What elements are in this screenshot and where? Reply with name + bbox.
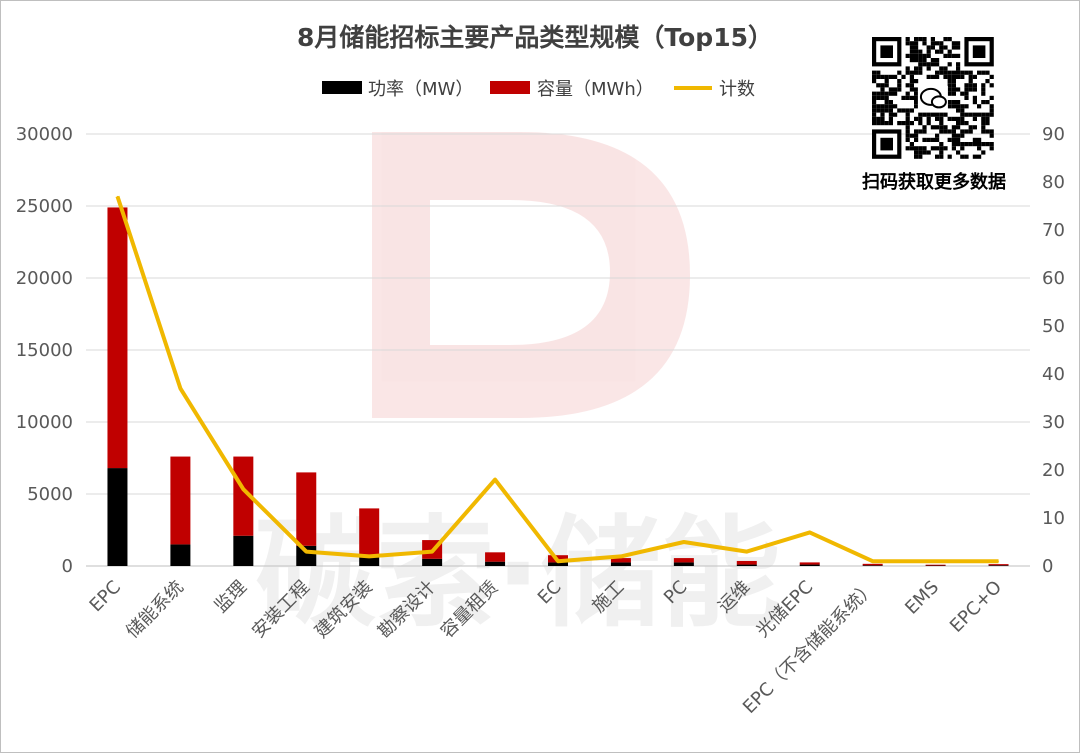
qr-modules <box>872 37 994 159</box>
count-point <box>305 551 307 553</box>
y-right-tick-label: 70 <box>1042 220 1065 241</box>
count-point <box>620 555 622 557</box>
count-point <box>746 551 748 553</box>
bar-capacity <box>610 558 631 563</box>
count-point <box>242 488 244 490</box>
legend-label-count: 计数 <box>719 79 755 100</box>
legend-label-capacity: 容量（MWh） <box>537 79 654 100</box>
bar-power <box>862 565 883 566</box>
legend-swatch-capacity <box>490 81 530 94</box>
bar-series <box>107 207 1009 566</box>
qr-caption: 扫码获取更多数据 <box>862 172 1006 193</box>
bar-capacity <box>107 207 128 469</box>
count-line-series <box>115 195 1000 564</box>
qr-finder <box>880 45 893 58</box>
count-point <box>557 560 559 562</box>
y-left-tick-label: 25000 <box>16 196 73 217</box>
bar-capacity <box>233 456 254 536</box>
y-left-tick-label: 30000 <box>16 124 73 145</box>
bar-power <box>610 562 631 566</box>
legend-swatch-power <box>322 81 362 94</box>
y-right-tick-label: 30 <box>1042 412 1065 433</box>
count-point <box>431 551 433 553</box>
y-left-tick-label: 0 <box>62 556 73 577</box>
count-point <box>683 541 685 543</box>
bar-power <box>548 562 568 566</box>
watermark-text: 碳索·储能 <box>255 505 781 644</box>
bar-capacity <box>485 552 506 562</box>
bar-power <box>107 468 128 566</box>
y-right-tick-label: 20 <box>1042 460 1065 481</box>
qr-finder <box>880 137 893 151</box>
y-right-tick-label: 0 <box>1042 556 1053 577</box>
bar-capacity <box>988 564 1009 566</box>
bar-power <box>170 544 191 566</box>
y-right-tick-label: 90 <box>1042 124 1065 145</box>
y-left-tick-label: 15000 <box>16 340 73 361</box>
qr-code <box>864 36 1004 160</box>
bar-capacity <box>296 472 317 546</box>
y-right-tick-label: 50 <box>1042 316 1065 337</box>
bar-capacity <box>359 508 380 558</box>
count-point <box>998 560 1000 562</box>
legend-label-power: 功率（MW） <box>368 79 473 100</box>
bar-power <box>422 558 443 566</box>
y-left-tick-label: 10000 <box>16 412 73 433</box>
y-right-tick-label: 60 <box>1042 268 1065 289</box>
y-left-tick-label: 5000 <box>27 484 73 505</box>
bar-capacity <box>799 562 820 565</box>
count-point <box>809 531 811 533</box>
count-point <box>935 560 937 562</box>
count-point <box>872 560 874 562</box>
bar-power <box>673 562 694 566</box>
bar-capacity <box>862 563 883 566</box>
qr-finder <box>972 45 986 58</box>
bar-capacity <box>673 558 694 563</box>
count-point <box>494 479 496 481</box>
x-category-label: EPC+O <box>946 577 1006 637</box>
y-left-tick-label: 20000 <box>16 268 73 289</box>
count-point <box>368 555 370 557</box>
y-axis-right: 0 10 20 30 40 50 60 70 80 90 <box>1042 124 1065 577</box>
x-category-label: EMS <box>901 577 943 619</box>
bar-power <box>736 564 757 566</box>
watermark-logo <box>372 132 690 418</box>
x-category-label: 储能系统 <box>122 577 188 643</box>
bar-capacity <box>736 560 757 565</box>
y-axis-left: 0 5000 10000 15000 20000 25000 30000 <box>16 124 73 577</box>
bar-power <box>359 557 380 566</box>
x-category-label: EPC <box>86 577 125 616</box>
x-category-label: 监理 <box>211 577 251 617</box>
bar-power <box>799 564 820 566</box>
y-right-tick-label: 10 <box>1042 508 1065 529</box>
bar-power <box>233 535 254 566</box>
y-right-tick-label: 40 <box>1042 364 1065 385</box>
chart-title: 8月储能招标主要产品类型规模（Top15） <box>297 23 773 52</box>
bar-power <box>485 561 506 566</box>
y-right-tick-label: 80 <box>1042 172 1065 193</box>
legend: 功率（MW） 容量（MWh） 计数 <box>322 79 755 100</box>
bar-power <box>988 565 1009 566</box>
count-point <box>116 195 118 197</box>
bar-capacity <box>925 564 946 566</box>
bar-capacity <box>170 456 191 545</box>
count-point <box>179 387 181 389</box>
